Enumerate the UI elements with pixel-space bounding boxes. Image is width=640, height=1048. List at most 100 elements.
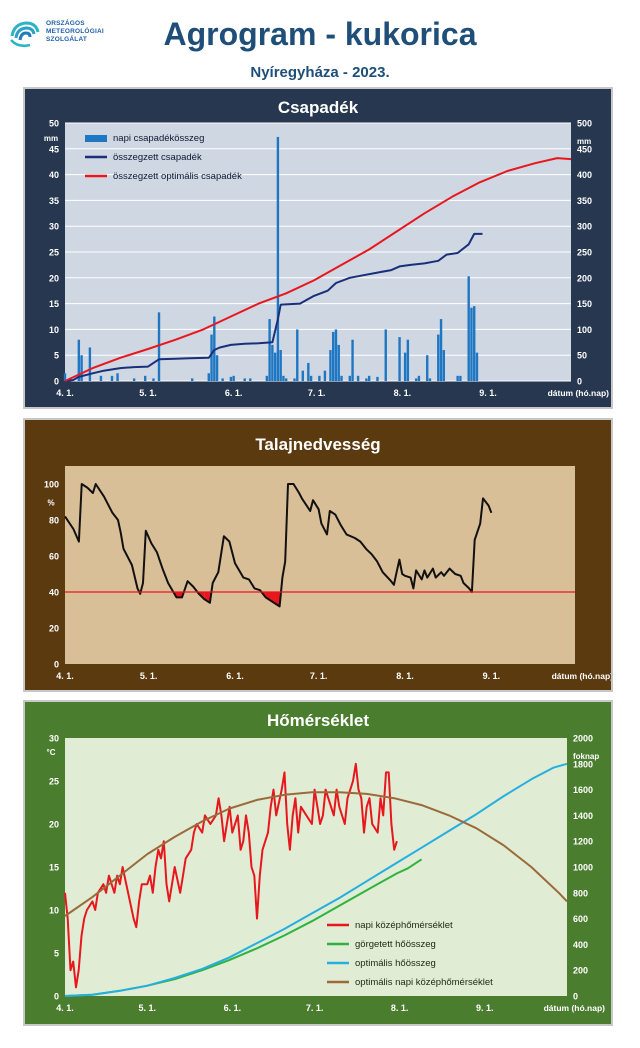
- bar: [190, 378, 194, 381]
- bar: [456, 375, 459, 381]
- y-right-tick-label: 450: [577, 144, 592, 154]
- bar: [473, 306, 476, 381]
- series-line: [64, 232, 483, 382]
- y-tick-label: 20: [49, 820, 59, 830]
- y-right-tick-label: 350: [577, 196, 592, 206]
- x-tick-label: 8. 1.: [396, 671, 414, 681]
- bar: [337, 344, 340, 381]
- bar: [437, 334, 440, 381]
- x-tick-label: 6. 1.: [226, 671, 244, 681]
- deficit-fill: [265, 592, 275, 603]
- bar: [470, 307, 473, 381]
- x-tick-label: 4. 1.: [56, 1003, 74, 1013]
- bar: [403, 352, 407, 381]
- soil-moisture-panel: Talajnedvesség 0 20 40 60 80 100% 4. 1. 5. 1. 6. …: [23, 418, 613, 692]
- x-tick-label: 9. 1.: [483, 671, 501, 681]
- bar: [301, 370, 304, 381]
- bar: [318, 375, 321, 381]
- y-axis-label: %: [47, 499, 54, 508]
- y-tick-label: 40: [49, 170, 59, 180]
- y-tick-label: 25: [49, 777, 59, 787]
- bar: [271, 344, 274, 381]
- y-right-tick-label: 400: [577, 170, 592, 180]
- bar: [365, 378, 368, 381]
- soil-moisture-chart: Talajnedvesség 0 20 40 60 80 100% 4. 1. 5. 1. 6. …: [25, 420, 611, 690]
- legend-label: összegzett csapadék: [113, 152, 202, 163]
- bar: [210, 334, 213, 381]
- bar: [475, 352, 479, 381]
- bar: [467, 276, 470, 381]
- x-tick-label: 7. 1.: [308, 388, 326, 398]
- bar: [215, 355, 219, 381]
- legend-swatch: [85, 135, 107, 142]
- bar: [265, 375, 269, 381]
- bar: [276, 136, 280, 381]
- y-tick-label: 20: [49, 624, 59, 634]
- y-tick-label: 45: [49, 144, 59, 154]
- bar: [243, 378, 246, 381]
- bar: [459, 375, 462, 381]
- bar: [439, 319, 443, 381]
- logo-line: ORSZÁGOS: [46, 20, 85, 27]
- y-right-tick-label: 100: [577, 325, 592, 335]
- y-right-tick-label: 200: [573, 966, 588, 976]
- y-right-axis-label: mm: [577, 137, 591, 146]
- bar: [285, 378, 288, 381]
- x-tick-label: 9. 1.: [476, 1003, 494, 1013]
- bar: [307, 362, 310, 381]
- y-tick-label: 40: [49, 588, 59, 598]
- legend-label: napi csapadékösszeg: [113, 133, 204, 144]
- chart-title: Csapadék: [278, 98, 359, 117]
- bar: [356, 375, 360, 381]
- legend-label: görgetett hőösszeg: [355, 939, 436, 950]
- y-tick-label: 25: [49, 248, 59, 258]
- bar: [207, 373, 210, 381]
- bar: [273, 352, 277, 381]
- x-tick-label: 8. 1.: [391, 1003, 409, 1013]
- bar: [351, 339, 354, 381]
- bar: [296, 329, 299, 381]
- x-tick-label: 5. 1.: [139, 388, 157, 398]
- plot-area: [65, 738, 567, 996]
- bar: [426, 355, 429, 381]
- y-right-tick-label: 0: [577, 377, 582, 387]
- bar: [229, 376, 233, 381]
- page-subtitle: Nyíregyháza - 2023.: [250, 64, 390, 81]
- bar: [293, 378, 296, 381]
- y-tick-label: 5: [54, 351, 59, 361]
- y-right-tick-label: 2000: [573, 734, 593, 744]
- precipitation-chart: Csapadék 0 5 10 15 20 25 30 35 40 45 50 mm 0 50 100 150 2…: [25, 89, 611, 407]
- bar: [398, 337, 401, 381]
- deficit-fill: [261, 592, 266, 598]
- y-right-tick-label: 800: [573, 888, 588, 898]
- bar: [282, 375, 285, 381]
- bar: [348, 375, 351, 381]
- bar: [143, 375, 147, 381]
- x-tick-label: 4. 1.: [56, 671, 74, 681]
- x-tick-label: 5. 1.: [139, 1003, 157, 1013]
- y-tick-label: 0: [54, 660, 59, 670]
- x-tick-label: 9. 1.: [479, 388, 497, 398]
- y-tick-label: 80: [49, 516, 59, 526]
- x-axis-label: dátum (hó.nap): [544, 1003, 606, 1013]
- series-line: [64, 762, 398, 989]
- bar: [428, 378, 432, 381]
- y-tick-label: 50: [49, 119, 59, 129]
- bar: [323, 370, 327, 381]
- bar: [232, 375, 235, 381]
- page-title: Agrogram - kukorica: [163, 16, 477, 52]
- y-right-tick-label: 0: [573, 992, 578, 1002]
- y-tick-label: 15: [49, 299, 59, 309]
- bar: [406, 339, 410, 381]
- plot-area: [65, 466, 575, 664]
- y-right-tick-label: 1000: [573, 863, 593, 873]
- x-tick-label: 7. 1.: [310, 671, 328, 681]
- bar: [329, 350, 332, 381]
- series-line: [64, 157, 572, 382]
- deficit-fill: [173, 592, 177, 598]
- bar: [77, 339, 81, 381]
- y-right-tick-label: 1800: [573, 759, 593, 769]
- bar: [384, 329, 387, 381]
- y-right-tick-label: 50: [577, 351, 587, 361]
- y-right-axis-label: foknap: [573, 752, 599, 761]
